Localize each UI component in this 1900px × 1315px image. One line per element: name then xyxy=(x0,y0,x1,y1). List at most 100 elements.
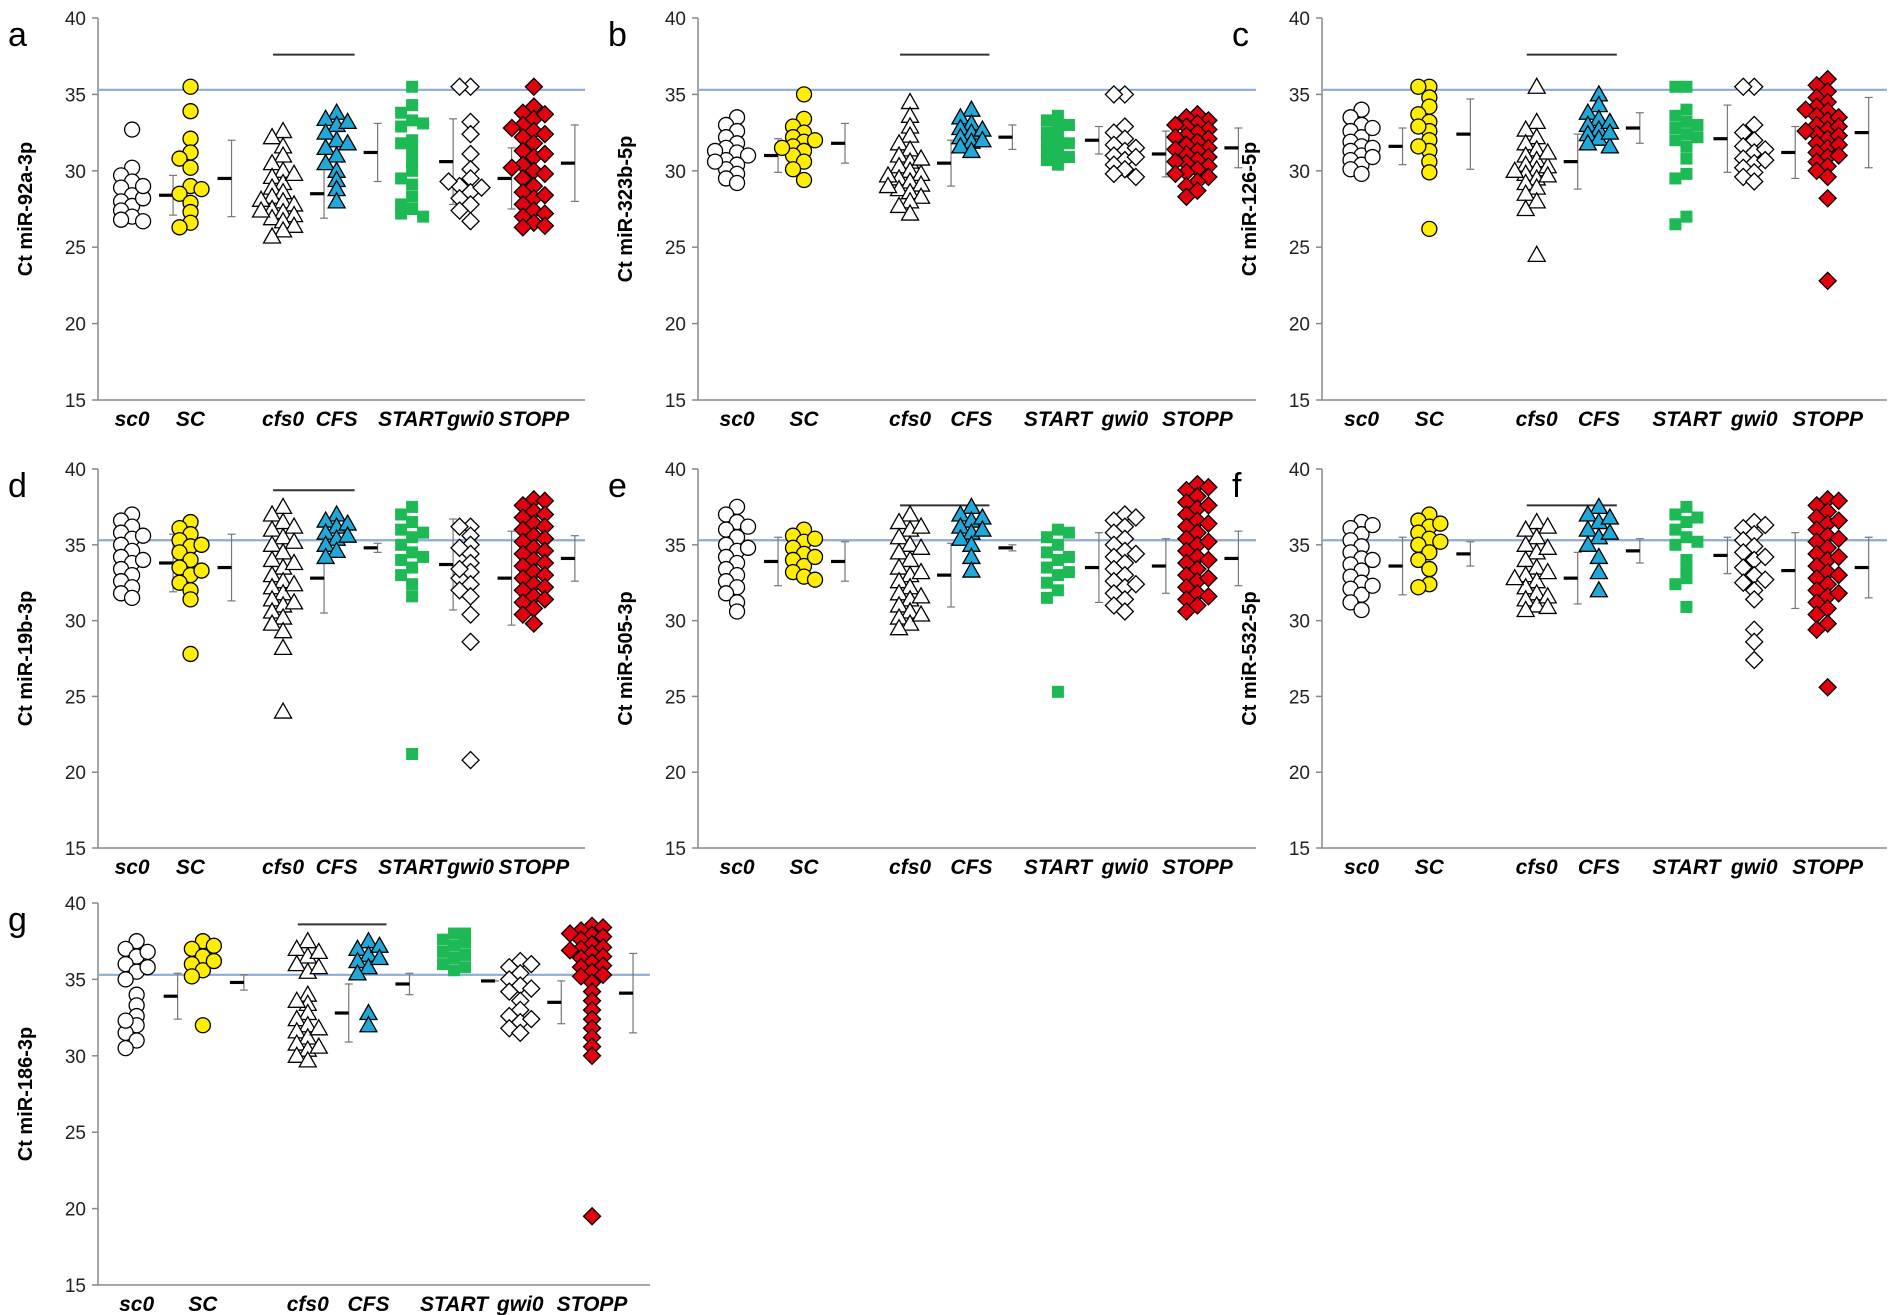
data-point xyxy=(284,215,304,233)
panel-c: c 15 20 25 30 35 40 Ct miR-126-5p sc0 SC cfs0 CFS ST… xyxy=(1232,9,1887,431)
group-sc0: sc0 xyxy=(117,933,182,1315)
data-point xyxy=(535,104,555,124)
category-label: sc0 xyxy=(1344,408,1379,431)
data-point xyxy=(535,124,555,144)
group-sc0: sc0 xyxy=(112,121,178,431)
data-point xyxy=(1364,551,1381,569)
data-point xyxy=(406,80,419,93)
data-point xyxy=(406,516,419,529)
data-point xyxy=(417,210,430,223)
data-point xyxy=(128,1032,145,1049)
data-point xyxy=(117,971,134,988)
data-point xyxy=(395,538,408,551)
group-CFS: CFS xyxy=(950,497,1017,879)
data-point xyxy=(806,530,824,547)
category-label: STOPP xyxy=(557,1293,629,1315)
data-point xyxy=(889,196,909,214)
data-point xyxy=(739,147,757,164)
panel-letter: a xyxy=(8,16,27,54)
data-point xyxy=(439,172,458,191)
category-label: SC xyxy=(176,856,206,879)
data-point xyxy=(448,939,461,952)
data-point xyxy=(1126,574,1146,594)
y-tick-label: 20 xyxy=(65,1200,86,1221)
y-tick-label: 40 xyxy=(1289,9,1310,30)
data-point xyxy=(784,161,802,178)
data-point xyxy=(1198,514,1218,533)
panel-letter: g xyxy=(8,901,27,939)
category-label: STOPP xyxy=(1792,408,1864,431)
data-point xyxy=(1680,152,1693,165)
data-point xyxy=(795,171,813,189)
category-label: CFS xyxy=(347,1293,389,1315)
data-point xyxy=(1755,547,1775,567)
data-point xyxy=(1796,121,1816,141)
data-point xyxy=(448,927,461,940)
category-label: sc0 xyxy=(115,856,150,879)
group-gwi0: gwi0 xyxy=(1730,77,1800,431)
data-point xyxy=(1051,140,1064,153)
data-point xyxy=(911,538,931,555)
data-point xyxy=(1680,140,1693,153)
data-point xyxy=(406,178,419,191)
data-point xyxy=(739,539,757,556)
data-point xyxy=(459,961,472,974)
data-point xyxy=(139,959,156,976)
data-point xyxy=(338,133,358,151)
data-point xyxy=(1176,602,1196,621)
category-label: sc0 xyxy=(119,1293,154,1315)
y-tick-label: 35 xyxy=(65,970,86,991)
data-point xyxy=(437,933,450,946)
data-point xyxy=(1733,77,1753,97)
data-point xyxy=(461,211,480,231)
data-point xyxy=(1040,144,1053,157)
data-point xyxy=(1600,122,1620,140)
panel-e: e 15 20 25 30 35 40 Ct miR-505-3p sc0 SC cfs0 CFS ST… xyxy=(608,460,1256,879)
y-tick-label: 20 xyxy=(65,763,86,784)
data-point xyxy=(284,574,304,592)
y-axis-label: Ct miR-532-5p xyxy=(1239,591,1261,725)
data-point xyxy=(1829,565,1849,585)
data-point xyxy=(437,958,450,971)
data-point xyxy=(461,124,480,144)
data-point xyxy=(1421,164,1438,181)
group-cfs0: cfs0 xyxy=(889,504,956,879)
category-label: gwi0 xyxy=(1730,856,1778,879)
data-point xyxy=(950,528,971,546)
data-point xyxy=(406,114,419,127)
y-tick-label: 35 xyxy=(1289,85,1310,106)
data-point xyxy=(205,952,223,970)
data-point xyxy=(472,178,491,198)
data-point xyxy=(1755,515,1775,535)
data-point xyxy=(1364,119,1381,137)
group-STOPP: STOPP xyxy=(1162,104,1243,431)
data-point xyxy=(593,965,613,985)
group-START: START xyxy=(1652,80,1732,431)
data-point xyxy=(273,701,293,719)
data-point xyxy=(358,957,379,975)
data-point xyxy=(728,174,746,192)
y-tick-label: 25 xyxy=(665,687,686,708)
category-label: cfs0 xyxy=(889,408,931,431)
data-point xyxy=(406,203,419,215)
data-point xyxy=(459,927,472,940)
data-point xyxy=(961,141,982,159)
panel-d: d 15 20 25 30 35 40 Ct miR-19b-3p sc0 SC cfs0 CFS ST… xyxy=(8,460,585,879)
data-point xyxy=(510,1023,530,1043)
data-point xyxy=(889,618,909,636)
category-label: sc0 xyxy=(720,408,755,431)
group-sc0: sc0 xyxy=(706,109,783,431)
data-point xyxy=(1165,164,1185,184)
data-point xyxy=(795,86,813,103)
data-point xyxy=(1505,568,1525,586)
data-point xyxy=(450,517,469,537)
data-point xyxy=(287,1045,307,1063)
data-point xyxy=(1432,533,1449,550)
data-point xyxy=(582,1046,602,1066)
group-START: START xyxy=(1024,523,1103,879)
data-point xyxy=(1198,477,1218,497)
data-point xyxy=(1126,544,1146,564)
data-point xyxy=(1198,568,1218,588)
data-point xyxy=(1527,595,1547,613)
data-point xyxy=(123,121,141,138)
